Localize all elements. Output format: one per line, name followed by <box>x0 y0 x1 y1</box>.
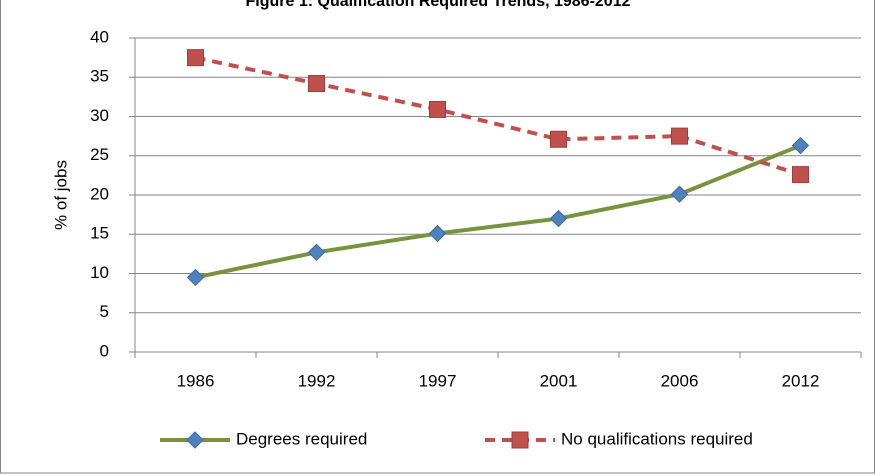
legend-marker <box>511 431 529 449</box>
marker <box>549 209 568 228</box>
series-line <box>195 143 802 280</box>
y-tick-label: 40 <box>90 27 109 46</box>
legend-label: Degrees required <box>236 429 367 448</box>
x-tick-label: 1992 <box>298 371 336 390</box>
marker <box>670 185 689 203</box>
y-tick-label: 15 <box>90 224 109 243</box>
legend-marker <box>186 431 204 449</box>
marker <box>429 100 446 118</box>
y-tick-label: 35 <box>90 67 109 86</box>
legend-label: No qualifications required <box>561 429 753 448</box>
marker <box>671 127 688 145</box>
marker <box>186 268 205 287</box>
y-tick-label: 5 <box>100 302 109 321</box>
x-tick-label: 1986 <box>177 371 215 390</box>
marker <box>307 243 326 262</box>
y-tick-label: 10 <box>90 263 109 282</box>
y-axis-label: % of jobs <box>51 160 70 230</box>
marker <box>550 130 567 148</box>
marker <box>187 49 204 67</box>
x-tick-label: 2001 <box>540 371 578 390</box>
marker <box>792 166 809 184</box>
marker <box>428 224 447 243</box>
chart-title: Figure 1: Qualification Required Trends,… <box>245 0 630 10</box>
x-tick-label: 2006 <box>661 371 699 390</box>
marker <box>308 75 325 93</box>
y-tick-label: 25 <box>90 145 109 164</box>
y-tick-label: 20 <box>90 184 109 203</box>
marker <box>791 136 810 155</box>
series-line <box>195 55 802 177</box>
x-tick-label: 1997 <box>419 371 457 390</box>
y-tick-label: 0 <box>100 341 109 360</box>
y-tick-label: 30 <box>90 106 109 125</box>
x-tick-label: 2012 <box>782 371 820 390</box>
